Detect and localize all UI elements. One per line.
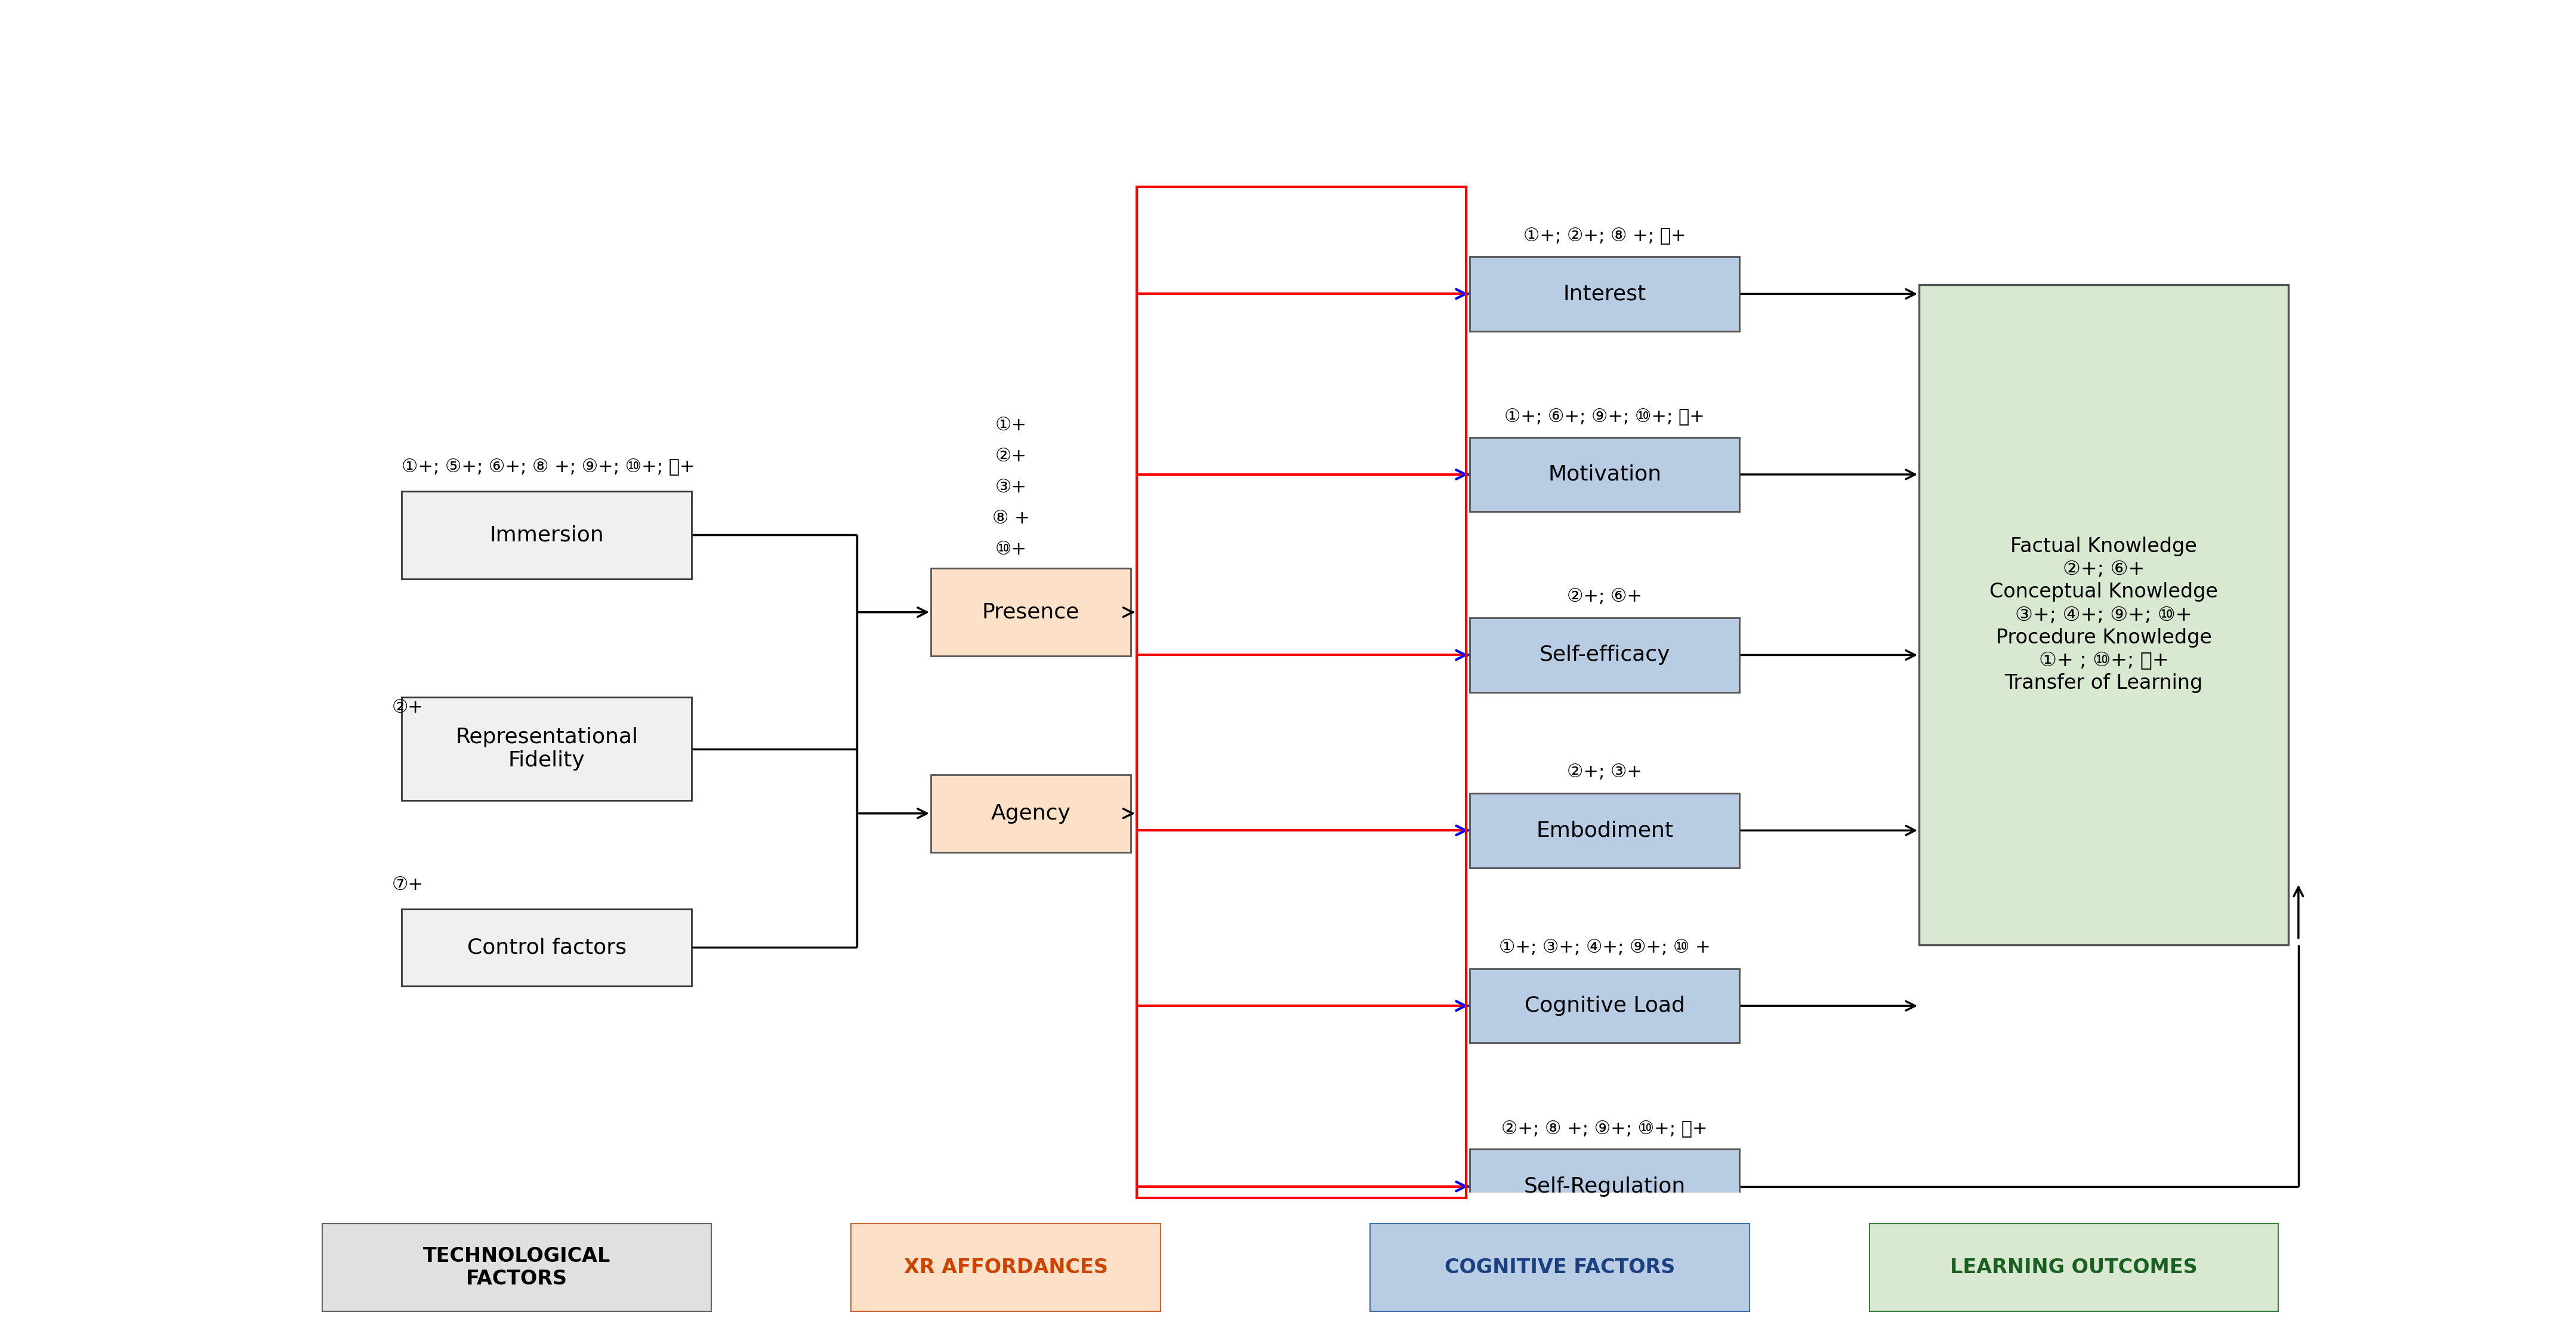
FancyBboxPatch shape [1471,618,1739,693]
FancyBboxPatch shape [402,697,690,800]
Text: Factual Knowledge
②+; ⑥+
Conceptual Knowledge
③+; ④+; ⑨+; ⑩+
Procedure Knowledge: Factual Knowledge ②+; ⑥+ Conceptual Know… [1989,536,2218,693]
Text: ②+; ⑥+: ②+; ⑥+ [1566,588,1643,606]
Text: LEARNING OUTCOMES: LEARNING OUTCOMES [1950,1257,2197,1277]
FancyBboxPatch shape [1471,793,1739,867]
Text: ⑦+: ⑦+ [392,876,422,894]
FancyBboxPatch shape [1471,437,1739,512]
Text: Self-efficacy: Self-efficacy [1540,645,1669,665]
Text: ①+; ②+; ⑧ +; ⑪+: ①+; ②+; ⑧ +; ⑪+ [1522,226,1687,244]
Text: Presence: Presence [981,602,1079,622]
FancyBboxPatch shape [402,490,690,579]
FancyBboxPatch shape [930,568,1131,657]
FancyBboxPatch shape [1471,969,1739,1043]
Text: ②+; ⑧ +; ⑨+; ⑩+; ⑪+: ②+; ⑧ +; ⑨+; ⑩+; ⑪+ [1502,1120,1708,1136]
Text: ①+; ⑤+; ⑥+; ⑧ +; ⑨+; ⑩+; ⑪+: ①+; ⑤+; ⑥+; ⑧ +; ⑨+; ⑩+; ⑪+ [402,458,696,476]
Text: ①+; ⑥+; ⑨+; ⑩+; ⑪+: ①+; ⑥+; ⑨+; ⑩+; ⑪+ [1504,407,1705,425]
FancyBboxPatch shape [850,1223,1162,1312]
Text: XR AFFORDANCES: XR AFFORDANCES [904,1257,1108,1277]
Text: Immersion: Immersion [489,525,603,545]
Text: ②+: ②+ [392,699,422,717]
FancyBboxPatch shape [1471,257,1739,331]
Text: Motivation: Motivation [1548,465,1662,485]
Text: Representational
Fidelity: Representational Fidelity [456,728,639,771]
Text: Cognitive Load: Cognitive Load [1525,996,1685,1016]
Text: ②+; ③+: ②+; ③+ [1566,764,1643,781]
FancyBboxPatch shape [930,775,1131,852]
FancyBboxPatch shape [322,1223,711,1312]
Text: Interest: Interest [1564,284,1646,304]
Bar [1136,186,1466,1198]
Text: Self-Regulation: Self-Regulation [1525,1177,1685,1197]
Text: ①+
②+
③+
⑧ +
⑩+: ①+ ②+ ③+ ⑧ + ⑩+ [992,417,1030,557]
Text: ①+; ③+; ④+; ⑨+; ⑩ +: ①+; ③+; ④+; ⑨+; ⑩ + [1499,939,1710,957]
Text: Agency: Agency [992,803,1072,824]
Text: Embodiment: Embodiment [1535,820,1674,840]
Text: Control factors: Control factors [466,938,626,958]
FancyBboxPatch shape [1870,1223,2277,1312]
FancyBboxPatch shape [402,909,690,986]
Text: TECHNOLOGICAL
FACTORS: TECHNOLOGICAL FACTORS [422,1246,611,1289]
FancyBboxPatch shape [1919,284,2287,945]
Text: COGNITIVE FACTORS: COGNITIVE FACTORS [1445,1257,1674,1277]
FancyBboxPatch shape [1471,1150,1739,1223]
FancyBboxPatch shape [1370,1223,1749,1312]
